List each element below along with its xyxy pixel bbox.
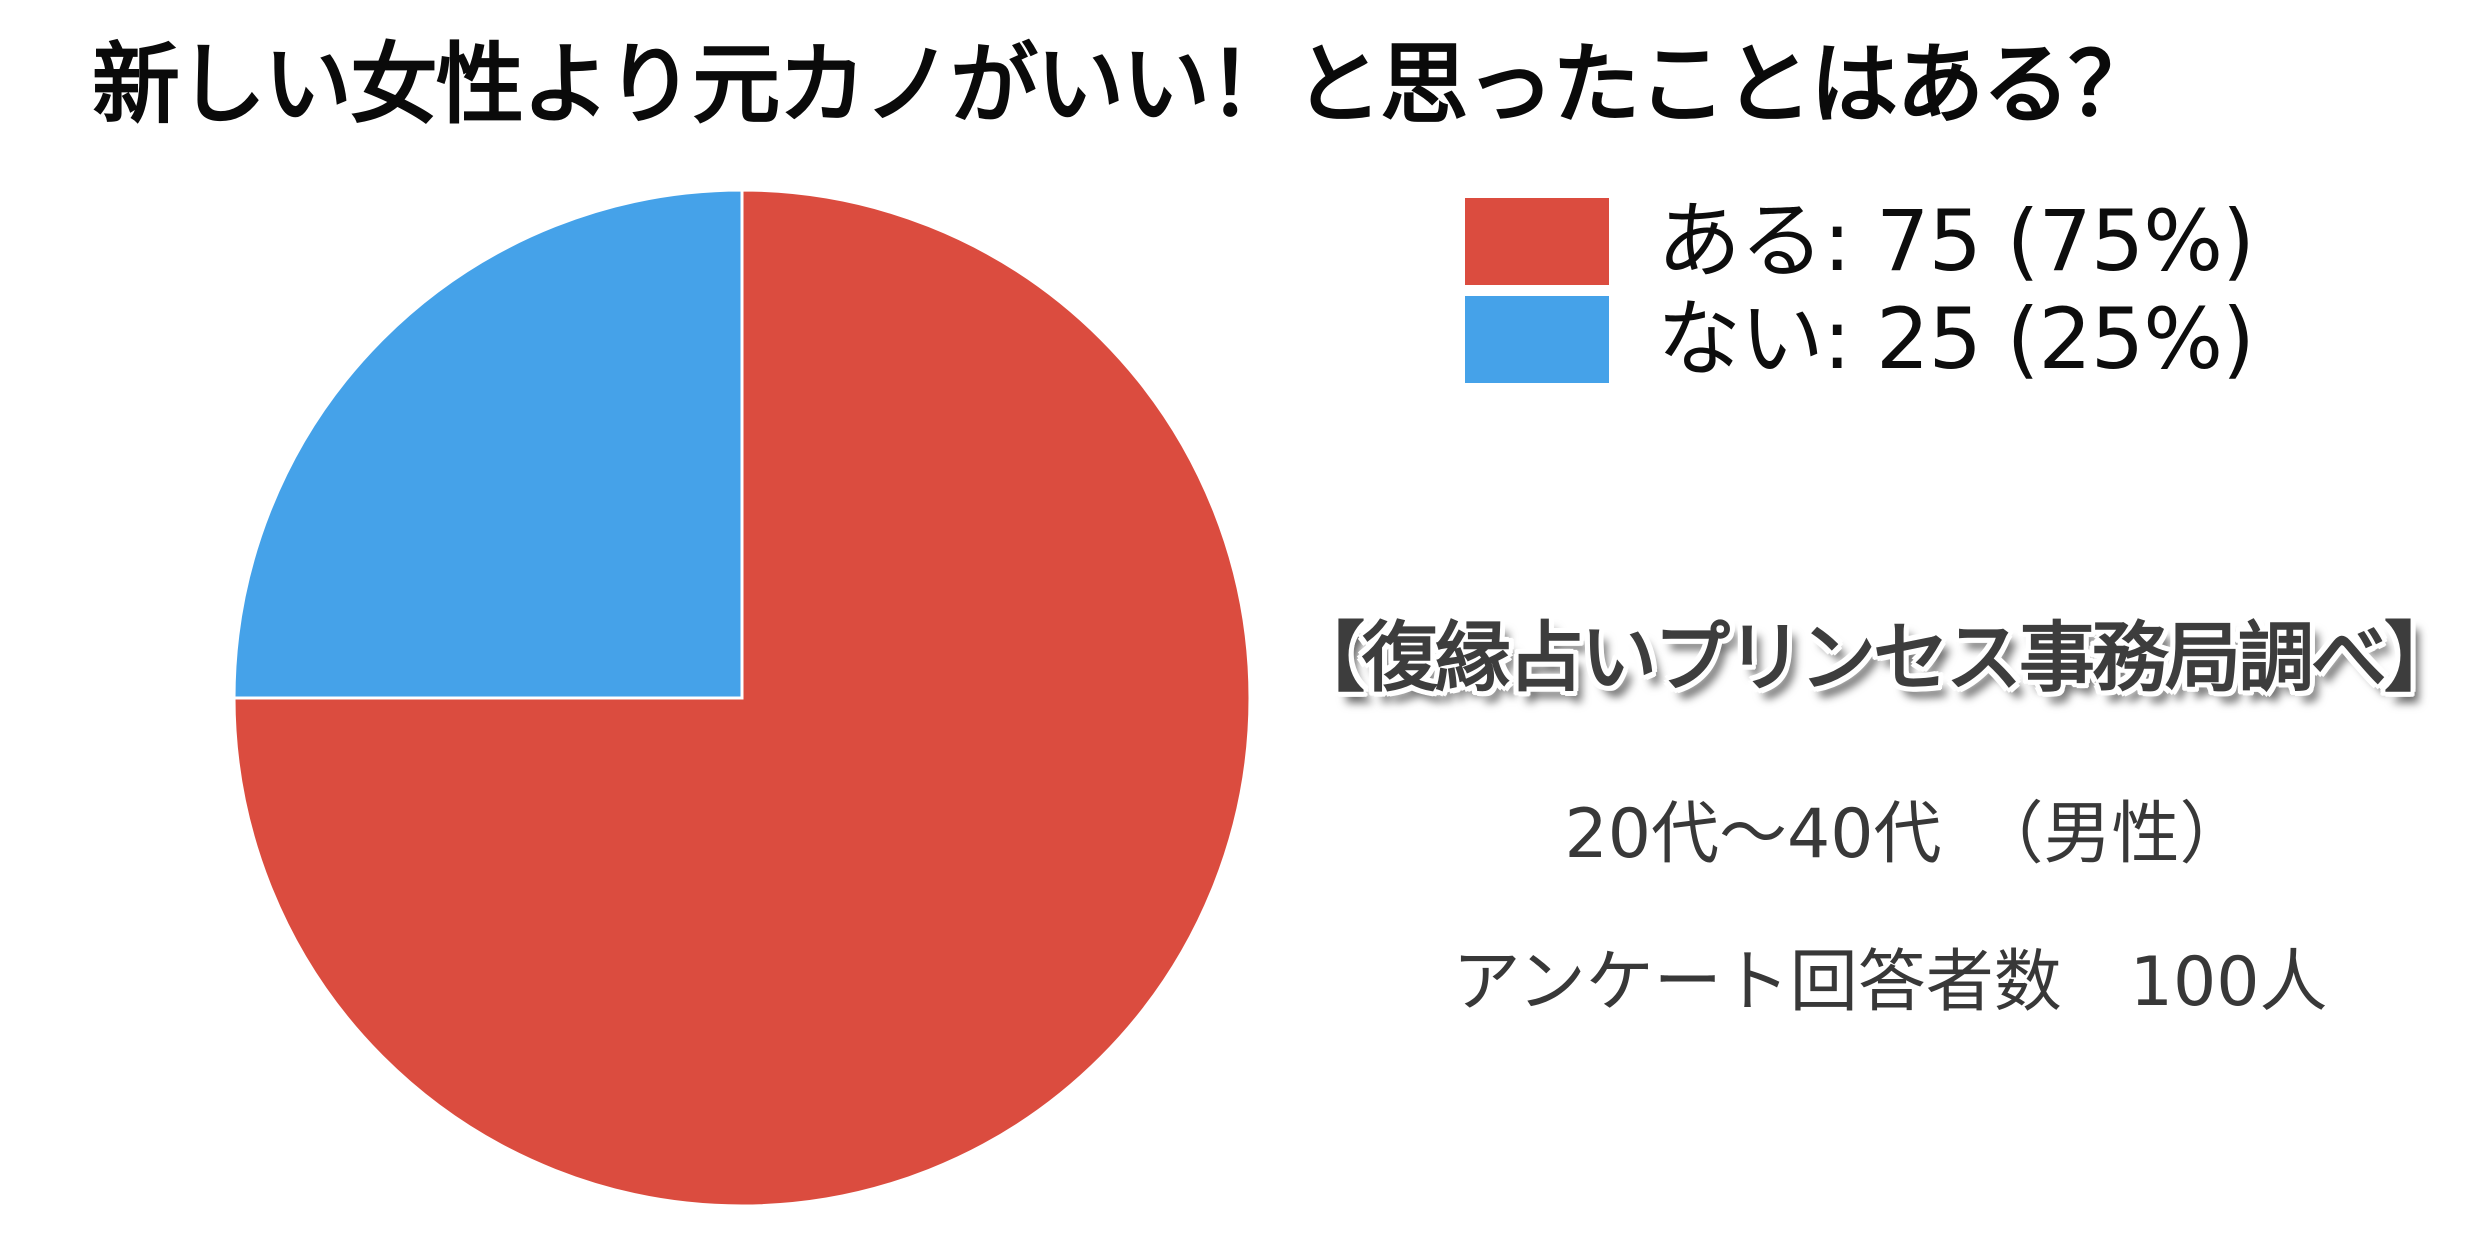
legend-label-nai: ない: 25 (25%)	[1657, 290, 2255, 388]
survey-demographic-note: 20代～40代 （男性）	[1564, 795, 2248, 874]
chart-title: 新しい女性より元カノがいい！と思ったことはある？	[92, 33, 2156, 136]
pie-slice-ない	[232, 188, 744, 700]
pie-chart	[192, 148, 1292, 1248]
pie-slices	[232, 188, 1252, 1208]
pie-slice-ある	[232, 188, 1252, 1208]
survey-respondents-note: アンケート回答者数 100人	[1452, 943, 2328, 1022]
legend-item-aru: ある: 75 (75%)	[1465, 192, 2255, 290]
pie-chart-svg	[232, 188, 1252, 1208]
legend-swatch-aru	[1465, 198, 1609, 285]
survey-source-note: 【復縁占いプリンセス事務局調べ】	[1289, 613, 2460, 702]
legend-swatch-nai	[1465, 296, 1609, 383]
legend-item-nai: ない: 25 (25%)	[1465, 290, 2255, 388]
legend-label-aru: ある: 75 (75%)	[1657, 192, 2255, 290]
chart-legend: ある: 75 (75%) ない: 25 (25%)	[1465, 192, 2255, 388]
